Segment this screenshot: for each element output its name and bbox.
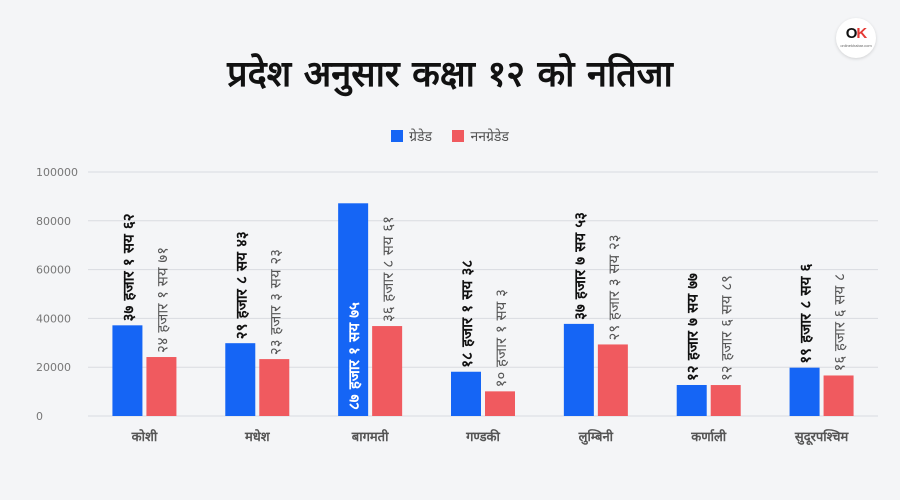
data-label: १२ हजार ७ सय ७७ [684, 273, 702, 381]
x-category-label: सुदूरपश्चिम [794, 429, 850, 446]
x-category-label: गण्डकी [465, 429, 500, 445]
data-label: ३७ हजार ७ सय ५३ [571, 212, 589, 320]
data-label: ३६ हजार ८ सय ६१ [379, 216, 397, 322]
y-tick-label: 100000 [36, 166, 78, 179]
bar-nongraded [485, 391, 515, 416]
bar-nongraded [710, 385, 741, 416]
brand-logo-mark: OK [845, 25, 868, 42]
legend-swatch-graded [391, 130, 404, 142]
bar-nongraded [146, 357, 177, 416]
y-tick-label: 0 [36, 410, 43, 423]
x-category-label: लुम्बिनी [578, 429, 614, 445]
data-label: १६ हजार ६ सय ८ [831, 273, 849, 371]
data-label: २९ हजार ८ सय ४३ [232, 231, 250, 339]
chart-title: प्रदेश अनुसार कक्षा १२ को नतिजा [227, 54, 673, 95]
legend-swatch-nongraded [452, 130, 465, 142]
bar-graded [338, 203, 369, 416]
bar-nongraded [823, 375, 854, 416]
bar-nongraded [597, 344, 628, 416]
legend-label-graded: ग्रेडेड [409, 129, 432, 145]
x-category-label: बागमती [351, 429, 389, 445]
legend-item-nongraded: ननग्रेडेड [452, 127, 509, 146]
brand-logo[interactable]: OK onlinekhabar.com [836, 18, 876, 58]
chart-legend: ग्रेडेड ननग्रेडेड [0, 127, 900, 146]
data-label: २४ हजार १ सय ७१ [153, 247, 171, 353]
y-tick-label: 20000 [36, 361, 71, 374]
data-label: ३७ हजार १ सय ६२ [119, 213, 137, 321]
data-label: १० हजार १ सय ३ [492, 289, 510, 387]
bar-nongraded [372, 326, 403, 416]
data-label: २३ हजार ३ सय २३ [266, 249, 284, 355]
bar-graded [112, 325, 143, 416]
bar-graded [676, 384, 707, 416]
legend-item-graded: ग्रेडेड [391, 127, 432, 146]
brand-logo-sub: onlinekhabar.com [840, 43, 872, 48]
data-label: १२ हजार ६ सय ८९ [718, 275, 736, 381]
legend-label-nongraded: ननग्रेडेड [470, 129, 509, 145]
x-category-label: कर्णाली [690, 429, 727, 445]
data-label: ८७ हजार १ सय ७५ [345, 302, 363, 410]
bar-graded [789, 367, 820, 416]
data-label: २९ हजार ३ सय २३ [605, 234, 623, 340]
data-label: १८ हजार १ सय ३८ [458, 260, 476, 368]
x-category-label: मधेश [244, 429, 271, 445]
y-tick-label: 60000 [36, 264, 71, 277]
x-category-label: कोशी [131, 429, 158, 445]
data-label: १९ हजार ८ सय ६ [797, 263, 815, 363]
y-tick-label: 40000 [36, 312, 71, 325]
bar-graded [451, 371, 481, 416]
y-tick-label: 80000 [36, 215, 71, 228]
bar-graded [563, 323, 594, 416]
bar-nongraded [259, 359, 290, 416]
bar-graded [225, 343, 256, 416]
